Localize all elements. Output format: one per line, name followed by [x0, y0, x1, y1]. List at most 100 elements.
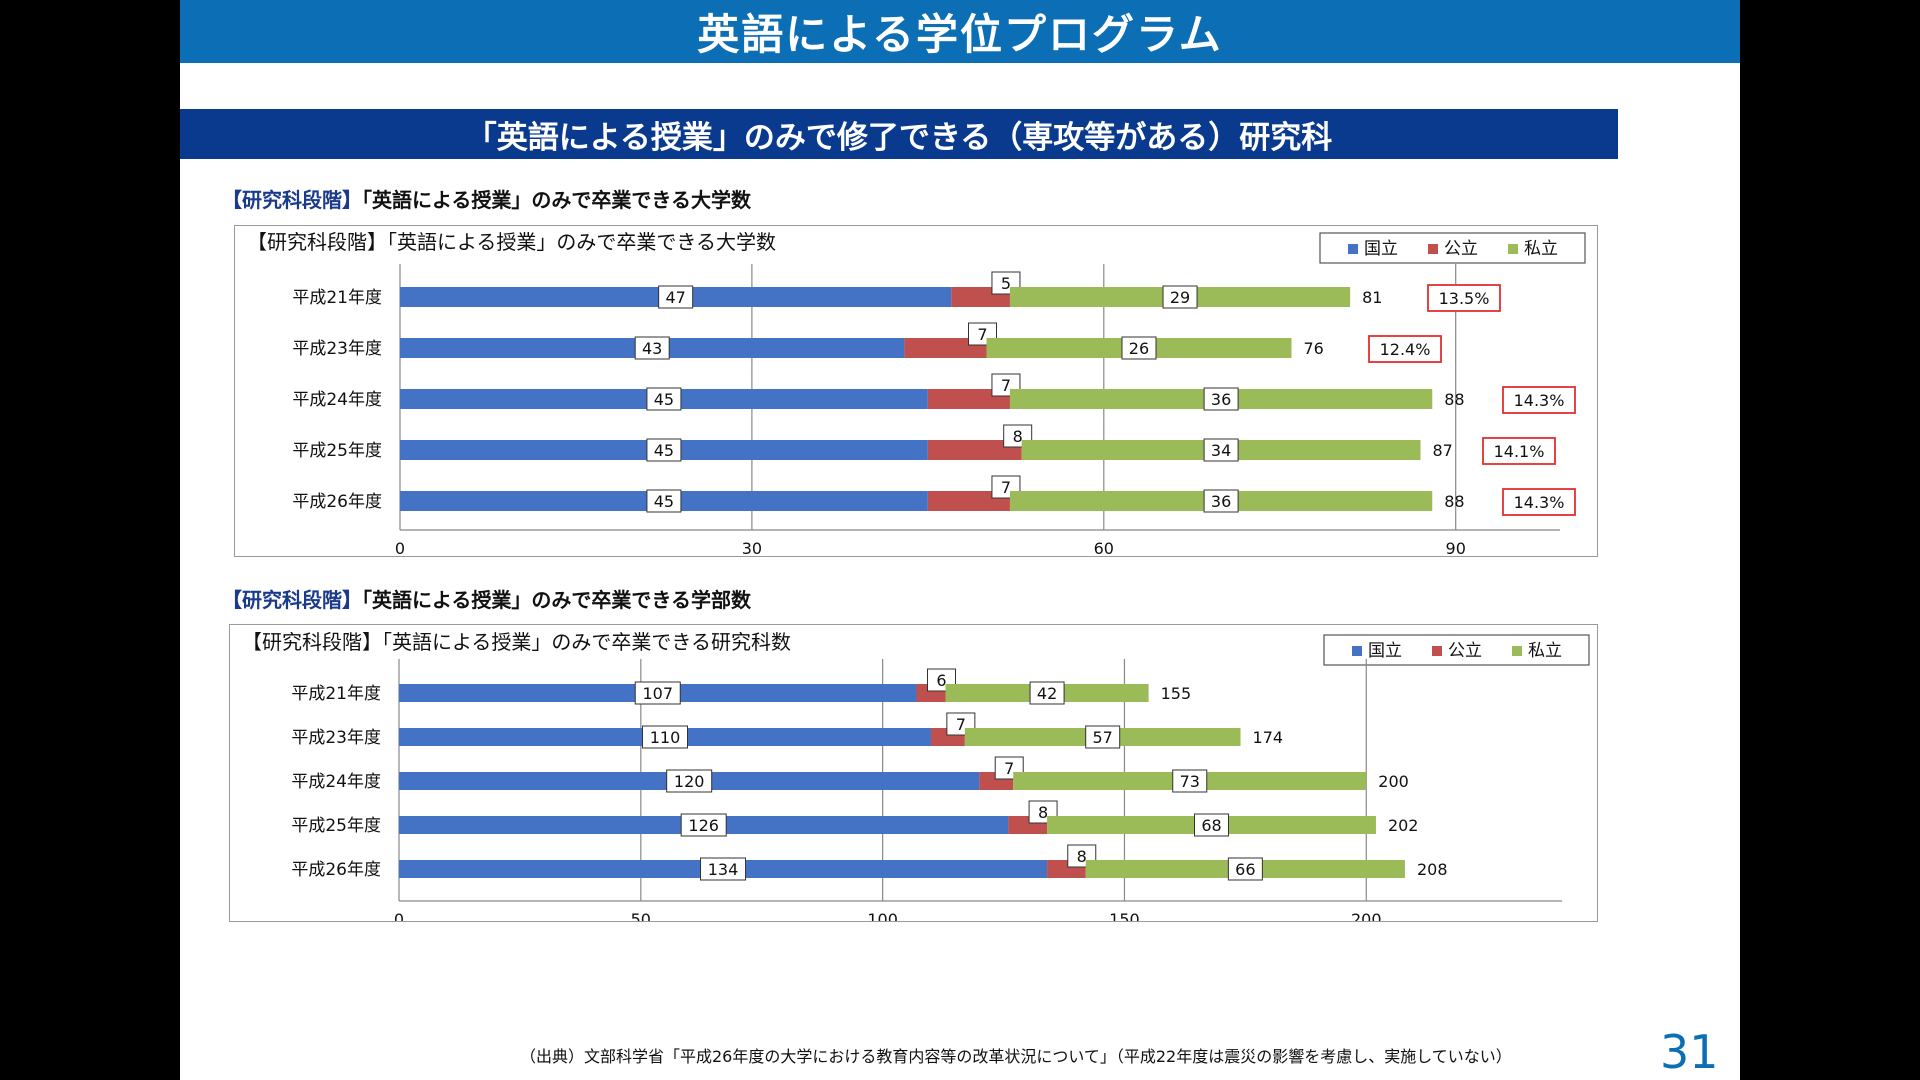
value-label-0-0: 107: [642, 684, 673, 703]
chart1-svg: 【研究科段階】「英語による授業」のみで卒業できる大学数 国立 公立 私立 0 30 60 90…: [247, 230, 1586, 556]
value-label-box-0-0: [658, 285, 694, 309]
value-label-box-2-2: [1203, 387, 1239, 411]
value-label-0-3: 126: [688, 816, 719, 835]
legend-swatch-2: [1512, 646, 1522, 656]
percentage-box-0: [1427, 284, 1501, 312]
chart1-heading-bracket: 【研究科段階】: [222, 188, 362, 212]
value-label-box-0-2: [646, 387, 682, 411]
slide: 英語による学位プログラム 「英語による授業」のみで修了できる（専攻等がある）研究…: [180, 0, 1740, 1080]
value-label-box-0-3: [680, 813, 727, 837]
category-label-2: 平成24年度: [291, 772, 381, 792]
value-label-box-2-2: [1172, 769, 1208, 793]
chart2-legend: 国立 公立 私立: [1323, 634, 1590, 666]
value-label-1-3: 8: [1038, 803, 1048, 822]
percentage-label-0: 13.5%: [1439, 289, 1490, 308]
value-label-box-0-1: [634, 336, 670, 360]
value-label-2-2: 36: [1211, 390, 1231, 409]
percentage-box-2: [1502, 386, 1576, 414]
value-label-2-2: 73: [1180, 772, 1200, 791]
legend-swatch-2: [1508, 244, 1518, 254]
chart2-heading-text: 「英語による授業」のみで卒業できる学部数: [362, 588, 751, 612]
value-label-1-1: 7: [956, 715, 966, 734]
value-label-0-1: 43: [642, 339, 662, 358]
value-label-1-0: 5: [1001, 274, 1011, 293]
value-label-box-0-4: [646, 489, 682, 513]
value-label-0-2: 45: [654, 390, 674, 409]
chart2-heading-bracket: 【研究科段階】: [222, 588, 362, 612]
percentage-box-3: [1482, 437, 1556, 465]
value-label-0-4: 45: [654, 492, 674, 511]
legend-label-0: 国立: [1364, 239, 1398, 259]
percentage-box-4: [1502, 488, 1576, 516]
value-label-box-0-1: [642, 725, 688, 749]
category-label-1: 平成23年度: [291, 728, 381, 748]
value-label-1-2: 7: [1004, 759, 1014, 778]
value-label-box-2-3: [1203, 438, 1239, 462]
value-label-1-1: 7: [977, 325, 987, 344]
value-label-box-0-4: [700, 857, 747, 881]
chart1-title: 【研究科段階】「英語による授業」のみで卒業できる大学数: [247, 230, 776, 254]
x-tick-label-3: 90: [1446, 539, 1466, 556]
value-label-2-0: 29: [1170, 288, 1190, 307]
percentage-label-4: 14.3%: [1514, 493, 1565, 512]
section-title: 「英語による授業」のみで修了できる（専攻等がある）研究科: [180, 109, 1618, 159]
percentage-label-3: 14.1%: [1494, 442, 1545, 461]
value-label-2-4: 66: [1235, 860, 1255, 879]
value-label-1-0: 6: [936, 671, 946, 690]
category-label-3: 平成25年度: [291, 816, 381, 836]
value-label-1-3: 8: [1013, 427, 1023, 446]
total-label-1: 76: [1303, 339, 1323, 358]
chart2-heading: 【研究科段階】「英語による授業」のみで卒業できる学部数: [222, 584, 751, 613]
category-label-4: 平成26年度: [291, 860, 381, 880]
value-label-box-0-2: [666, 769, 713, 793]
total-label-2: 200: [1378, 772, 1409, 791]
percentage-box-1: [1368, 335, 1442, 363]
value-label-2-3: 34: [1211, 441, 1231, 460]
value-label-2-4: 36: [1211, 492, 1231, 511]
x-tick-label-0: 0: [395, 539, 405, 556]
percentage-label-2: 14.3%: [1514, 391, 1565, 410]
value-label-2-0: 42: [1037, 684, 1057, 703]
legend-label-2: 私立: [1528, 641, 1562, 661]
value-label-box-2-1: [1085, 725, 1121, 749]
category-label-3: 平成25年度: [292, 441, 382, 461]
legend-label-1: 公立: [1444, 239, 1478, 259]
total-label-4: 88: [1444, 492, 1464, 511]
chart1-heading-text: 「英語による授業」のみで卒業できる大学数: [362, 188, 751, 212]
legend-frame: [1323, 634, 1590, 666]
x-tick-label-2: 100: [867, 910, 898, 921]
value-label-2-1: 26: [1129, 339, 1149, 358]
value-label-box-2-3: [1194, 813, 1230, 837]
page-number: 31: [1660, 1025, 1719, 1079]
chart2-title: 【研究科段階】「英語による授業」のみで卒業できる研究科数: [242, 630, 791, 654]
category-label-1: 平成23年度: [292, 339, 382, 359]
bar-public-4: [927, 491, 1010, 511]
value-label-box-0-0: [634, 681, 681, 705]
value-label-box-2-1: [1121, 336, 1157, 360]
bar-public-3: [927, 440, 1022, 460]
value-label-1-4: 7: [1001, 478, 1011, 497]
chart1-heading: 【研究科段階】「英語による授業」のみで卒業できる大学数: [222, 184, 751, 213]
category-label-0: 平成21年度: [291, 684, 381, 704]
total-label-2: 88: [1444, 390, 1464, 409]
value-label-1-4: 8: [1077, 847, 1087, 866]
chart2-svg: 【研究科段階】「英語による授業」のみで卒業できる研究科数 国立 公立 私立 0 50 100…: [242, 630, 1590, 921]
category-label-0: 平成21年度: [292, 288, 382, 308]
chart1-container: 【研究科段階】「英語による授業」のみで卒業できる大学数 国立 公立 私立 0 30 60 90…: [234, 225, 1598, 557]
value-label-2-3: 68: [1201, 816, 1221, 835]
total-label-3: 202: [1388, 816, 1419, 835]
x-tick-label-4: 200: [1351, 910, 1382, 921]
legend-label-0: 国立: [1368, 641, 1402, 661]
category-label-4: 平成26年度: [292, 492, 382, 512]
legend-swatch-1: [1432, 646, 1442, 656]
legend-swatch-0: [1348, 244, 1358, 254]
value-label-0-0: 47: [665, 288, 685, 307]
value-label-0-3: 45: [654, 441, 674, 460]
value-label-0-4: 134: [708, 860, 739, 879]
legend-swatch-1: [1428, 244, 1438, 254]
legend-label-2: 私立: [1524, 239, 1558, 259]
value-label-2-1: 57: [1093, 728, 1113, 747]
value-label-box-2-4: [1203, 489, 1239, 513]
category-label-2: 平成24年度: [292, 390, 382, 410]
value-label-box-2-0: [1029, 681, 1065, 705]
